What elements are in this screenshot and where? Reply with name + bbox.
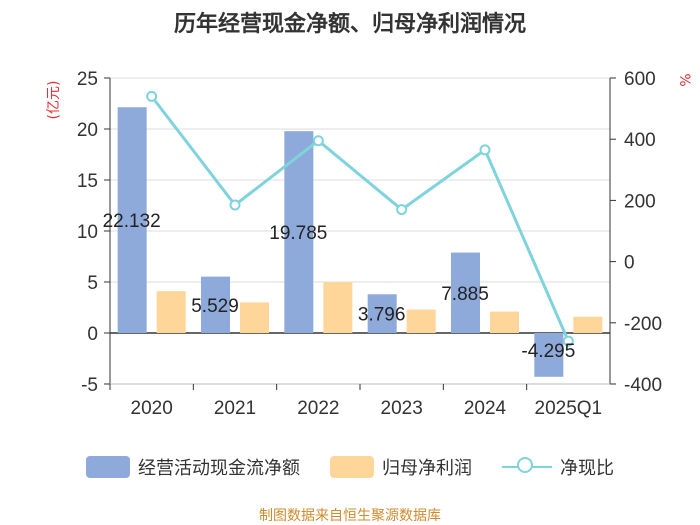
x-tick-label: 2025Q1 bbox=[535, 398, 603, 419]
bar-net-profit bbox=[156, 291, 186, 333]
y-right-tick-label: 200 bbox=[624, 191, 656, 212]
bar-operating-cashflow bbox=[367, 294, 397, 333]
point-cash-ratio bbox=[229, 199, 241, 211]
y-right-axis-label: % bbox=[676, 73, 692, 86]
y-left-tick-label: -5 bbox=[81, 375, 98, 396]
legend-dot-icon bbox=[517, 457, 533, 473]
y-left-tick-label: 0 bbox=[87, 324, 98, 345]
source-footer: 制图数据来自恒生聚源数据库 bbox=[259, 508, 441, 524]
y-right-tick-label: 400 bbox=[624, 130, 656, 151]
x-tick-label: 2021 bbox=[214, 398, 256, 419]
x-tick-label: 2020 bbox=[131, 398, 173, 419]
bar-operating-cashflow bbox=[534, 333, 564, 377]
bar-net-profit bbox=[323, 282, 353, 333]
y-left-tick-label: 10 bbox=[77, 222, 98, 243]
y-left-tick-label: 25 bbox=[77, 69, 98, 90]
line-cash-ratio bbox=[150, 95, 570, 342]
legend-label-net-profit: 归母净利润 bbox=[382, 458, 472, 479]
point-cash-ratio bbox=[312, 135, 324, 147]
point-cash-ratio bbox=[146, 90, 158, 102]
bar-net-profit bbox=[490, 311, 519, 333]
data-label-operating-cashflow: 3.796 bbox=[358, 305, 406, 326]
x-tick-label: 2022 bbox=[297, 398, 339, 419]
data-label-operating-cashflow: 7.885 bbox=[441, 284, 489, 305]
bar-operating-cashflow bbox=[451, 252, 480, 333]
y-right-tick-label: 0 bbox=[624, 253, 635, 274]
data-label-operating-cashflow: 22.132 bbox=[103, 211, 161, 232]
bar-net-profit bbox=[406, 309, 436, 333]
legend-item-operating-cashflow[interactable]: 经营活动现金流净额 bbox=[86, 454, 300, 480]
legend-item-net-profit[interactable]: 归母净利润 bbox=[330, 454, 472, 480]
legend: 经营活动现金流净额 归母净利润 净现比 bbox=[0, 452, 700, 482]
legend-label-operating-cashflow: 经营活动现金流净额 bbox=[138, 458, 300, 479]
y-right-tick-label: -400 bbox=[624, 375, 662, 396]
bar-net-profit bbox=[573, 316, 603, 333]
legend-line-cash-ratio bbox=[502, 456, 552, 478]
legend-swatch-operating-cashflow bbox=[86, 456, 130, 478]
y-right-tick-label: -200 bbox=[624, 314, 662, 335]
x-tick-label: 2024 bbox=[464, 398, 507, 419]
bar-operating-cashflow bbox=[201, 276, 230, 333]
point-cash-ratio bbox=[396, 204, 408, 216]
legend-label-cash-ratio: 净现比 bbox=[560, 458, 614, 479]
data-label-operating-cashflow: 5.529 bbox=[191, 296, 239, 317]
data-label-operating-cashflow: 19.785 bbox=[269, 223, 327, 244]
data-label-operating-cashflow: -4.295 bbox=[521, 341, 575, 362]
x-tick-label: 2023 bbox=[381, 398, 423, 419]
bar-operating-cashflow bbox=[117, 107, 147, 333]
y-left-tick-label: 20 bbox=[77, 120, 98, 141]
y-left-tick-label: 15 bbox=[77, 171, 98, 192]
y-right-tick-label: 600 bbox=[624, 69, 656, 90]
y-left-tick-label: 5 bbox=[87, 273, 98, 294]
legend-swatch-net-profit bbox=[330, 456, 374, 478]
chart-title: 历年经营现金净额、归母净利润情况 bbox=[173, 12, 526, 37]
legend-item-cash-ratio[interactable]: 净现比 bbox=[502, 454, 614, 480]
point-cash-ratio bbox=[479, 144, 491, 156]
y-left-axis-label: (亿元) bbox=[46, 81, 62, 120]
bar-net-profit bbox=[240, 302, 269, 333]
point-cash-ratio bbox=[562, 335, 574, 347]
